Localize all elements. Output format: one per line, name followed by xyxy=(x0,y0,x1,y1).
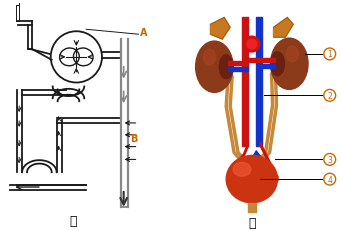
Circle shape xyxy=(247,40,257,50)
Ellipse shape xyxy=(233,163,251,176)
Ellipse shape xyxy=(196,42,233,93)
Text: 3: 3 xyxy=(327,155,332,164)
Polygon shape xyxy=(273,18,293,38)
Text: 4: 4 xyxy=(327,175,332,184)
Text: 2: 2 xyxy=(327,91,332,100)
Ellipse shape xyxy=(286,47,298,63)
Ellipse shape xyxy=(204,50,216,65)
Text: 1: 1 xyxy=(327,50,332,59)
Ellipse shape xyxy=(226,156,278,203)
Text: 甲: 甲 xyxy=(70,214,77,227)
Polygon shape xyxy=(210,18,230,40)
Ellipse shape xyxy=(219,56,233,79)
Ellipse shape xyxy=(270,53,284,76)
Text: A: A xyxy=(140,28,148,38)
Text: B: B xyxy=(131,133,138,143)
Circle shape xyxy=(244,37,260,53)
Text: 乙: 乙 xyxy=(248,216,256,229)
Ellipse shape xyxy=(270,39,308,90)
